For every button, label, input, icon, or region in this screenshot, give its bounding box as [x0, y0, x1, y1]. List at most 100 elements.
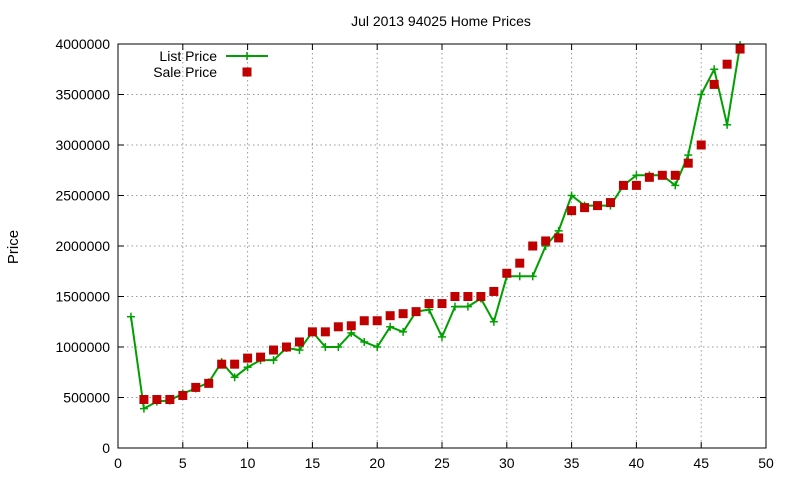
data-point	[710, 65, 719, 74]
data-point	[657, 170, 667, 180]
data-point	[632, 171, 641, 180]
data-point	[385, 311, 395, 321]
series-layer	[126, 41, 745, 413]
data-point	[735, 44, 745, 54]
data-point	[243, 353, 253, 363]
data-point	[515, 272, 524, 281]
x-tick-label: 5	[179, 455, 187, 471]
data-point	[152, 395, 162, 405]
y-tick-label: 3500000	[55, 87, 110, 103]
data-point	[528, 241, 538, 251]
data-point	[126, 312, 135, 321]
x-tick-label: 20	[369, 455, 385, 471]
legend-swatch-marker	[242, 67, 252, 77]
data-point	[722, 59, 732, 69]
data-point	[230, 373, 239, 382]
data-point	[697, 90, 706, 99]
plot-frame	[117, 43, 767, 449]
data-point	[696, 140, 706, 150]
data-point	[683, 158, 693, 168]
data-point	[373, 343, 382, 351]
data-point	[204, 378, 214, 388]
data-point	[593, 201, 603, 211]
chart-title: Jul 2013 94025 Home Prices	[351, 13, 531, 29]
data-point	[567, 206, 577, 216]
data-point	[684, 151, 693, 160]
legend-label: List Price	[159, 48, 217, 64]
data-point	[334, 343, 343, 351]
series-line	[130, 44, 742, 410]
data-point	[644, 172, 654, 182]
data-point	[670, 170, 680, 180]
legend-label: Sale Price	[153, 64, 217, 80]
legend-swatch-marker	[243, 52, 251, 60]
x-tick-label: 40	[629, 455, 645, 471]
data-point	[424, 299, 434, 309]
data-point	[321, 343, 330, 351]
data-point	[178, 390, 188, 400]
data-point	[139, 404, 148, 413]
data-point	[243, 363, 252, 372]
data-point	[450, 292, 460, 301]
y-axis-label: Price	[5, 230, 22, 264]
data-point	[359, 316, 369, 326]
data-point	[489, 317, 498, 326]
data-point	[605, 198, 615, 208]
data-point	[191, 382, 201, 392]
data-point	[463, 302, 472, 311]
x-tick-label: 30	[499, 455, 515, 471]
data-point	[463, 292, 473, 301]
data-point	[618, 180, 628, 190]
data-point	[515, 258, 525, 268]
data-point	[295, 346, 304, 355]
data-point	[281, 342, 291, 352]
data-point	[671, 181, 680, 190]
data-point	[450, 302, 459, 311]
x-tick-label: 0	[114, 455, 122, 471]
x-tick-label: 35	[564, 455, 580, 471]
data-point	[411, 307, 421, 317]
data-point	[398, 309, 408, 319]
series-list-price	[126, 41, 745, 413]
y-tick-label: 2500000	[55, 188, 110, 204]
data-point	[307, 327, 317, 337]
data-point	[502, 268, 512, 278]
data-point	[230, 359, 240, 369]
data-point	[269, 345, 279, 355]
x-tick-label: 10	[240, 455, 256, 471]
x-tick-label: 50	[758, 455, 774, 471]
x-tick-label: 15	[305, 455, 321, 471]
y-tick-label: 1500000	[55, 289, 110, 305]
data-point	[437, 299, 447, 309]
data-point	[320, 327, 330, 337]
data-point	[438, 332, 446, 341]
data-point	[269, 356, 278, 365]
data-point	[567, 191, 576, 200]
data-point	[580, 203, 590, 213]
y-tick-label: 4000000	[55, 36, 110, 52]
series-sale-price	[139, 44, 745, 405]
data-point	[346, 321, 356, 331]
data-point	[165, 395, 175, 405]
x-tick-label: 25	[434, 455, 450, 471]
data-point	[631, 180, 641, 190]
y-tick-label: 2000000	[55, 238, 110, 254]
data-point	[723, 120, 732, 129]
data-point	[372, 316, 382, 326]
data-point	[256, 352, 266, 362]
y-tick-label: 0	[102, 440, 110, 456]
data-point	[489, 286, 499, 296]
data-point	[476, 292, 486, 301]
data-point	[399, 327, 408, 336]
data-point	[541, 236, 551, 246]
data-point	[139, 395, 149, 405]
data-point	[360, 337, 369, 346]
data-point	[217, 359, 227, 369]
grid	[118, 44, 766, 448]
data-point	[709, 79, 719, 89]
data-point	[528, 272, 537, 281]
data-point	[294, 337, 304, 347]
ticks: 0 5 10 15 20 25 30 35 40 45 50 0 500000 1000000 150000…	[55, 36, 774, 471]
